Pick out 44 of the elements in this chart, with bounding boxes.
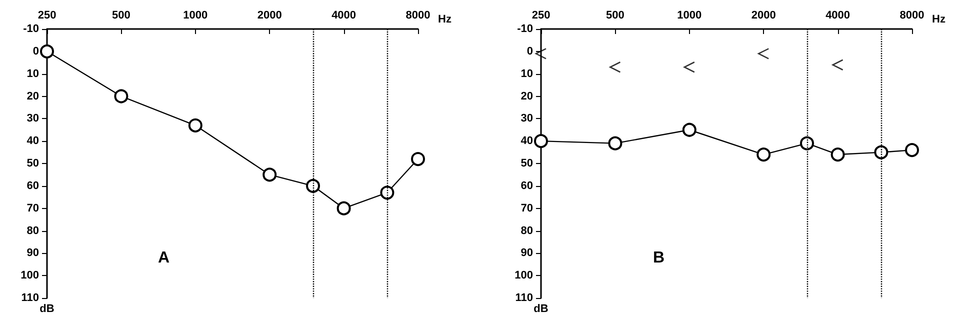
- y-tick-label: 0: [32, 45, 39, 58]
- x-tick-label: 500: [112, 10, 130, 22]
- y-tick-label: 0: [526, 45, 533, 58]
- y-tick-label: 20: [26, 90, 39, 102]
- y-tick-label: 10: [26, 68, 39, 80]
- y-tick-label: 40: [520, 135, 533, 148]
- x-tick-label: 1000: [183, 10, 208, 22]
- x-tick-label: 250: [532, 10, 550, 22]
- y-tick-label: 50: [26, 158, 39, 170]
- y-tick-label: 60: [520, 180, 533, 192]
- y-tick-label: 30: [26, 112, 39, 125]
- y-tick-label: -10: [517, 23, 533, 35]
- y-tick-label: 80: [26, 224, 39, 237]
- y-tick-label: 40: [26, 135, 39, 148]
- y-tick-label: 60: [26, 180, 39, 192]
- x-tick-label: 8000: [406, 10, 430, 22]
- x-tick-label: 250: [38, 10, 56, 22]
- x-tick-label: 500: [606, 10, 624, 22]
- y-tick-label: 90: [26, 247, 39, 260]
- y-tick-label: 110: [515, 292, 533, 304]
- y-tick-label: 90: [520, 247, 533, 260]
- x-tick-label: 4000: [332, 10, 356, 22]
- x-tick-label: 1000: [677, 10, 702, 22]
- y-axis-title: dB: [40, 302, 54, 315]
- y-tick-label: -10: [23, 23, 39, 35]
- x-tick-label: 4000: [826, 10, 850, 22]
- y-tick-label: 50: [520, 158, 533, 170]
- x-tick-label: 8000: [900, 10, 924, 22]
- x-axis-title: Hz: [438, 14, 452, 26]
- x-tick-label: 2000: [751, 10, 776, 22]
- y-tick-label: 110: [21, 292, 39, 304]
- y-tick-label: 100: [20, 270, 39, 282]
- annotation: A: [158, 250, 170, 266]
- x-axis-title: Hz: [932, 14, 946, 26]
- y-tick-label: 30: [520, 112, 533, 125]
- y-tick-label: 10: [520, 68, 533, 80]
- y-tick-label: 70: [520, 202, 533, 214]
- x-tick-label: 2000: [257, 10, 282, 22]
- y-tick-label: 70: [26, 202, 39, 214]
- y-tick-label: 100: [514, 270, 533, 282]
- y-axis-title: dB: [534, 302, 548, 315]
- y-tick-label: 20: [520, 90, 533, 102]
- y-tick-label: 80: [520, 224, 533, 237]
- annotation: B: [653, 250, 665, 266]
